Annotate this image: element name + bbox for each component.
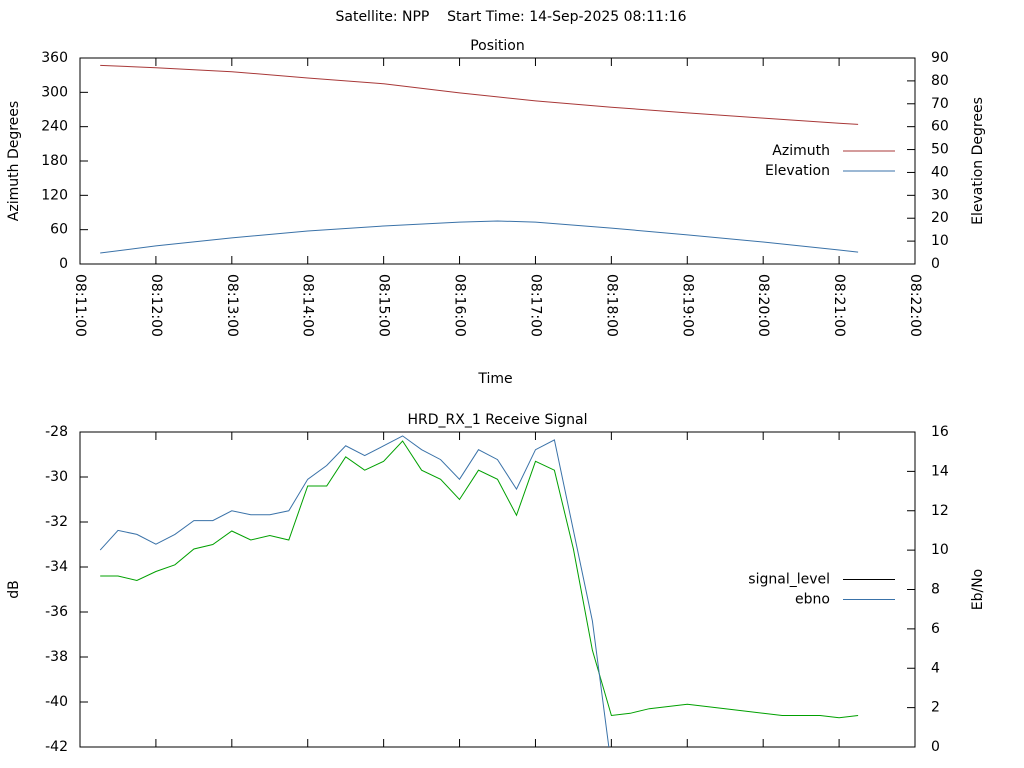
y2-tick-label: 8 — [931, 582, 940, 598]
y2-tick-label: 90 — [931, 50, 949, 66]
chart-title: Position — [470, 38, 525, 54]
x-axis-label: Time — [477, 371, 512, 387]
y2-tick-label: 70 — [931, 96, 949, 112]
series-line — [100, 64, 859, 125]
y2-axis-label: Elevation Degrees — [970, 97, 986, 225]
y-tick-label: -28 — [45, 424, 68, 440]
x-tick-label: 08:17:00 — [527, 274, 543, 337]
y2-tick-label: 30 — [931, 187, 949, 203]
y2-tick-label: 16 — [931, 424, 949, 440]
x-tick-label: 08:13:00 — [224, 274, 240, 337]
y-tick-label: 300 — [41, 84, 68, 100]
y-tick-label: 360 — [41, 50, 68, 66]
chart-title: HRD_RX_1 Receive Signal — [408, 412, 588, 428]
y2-tick-label: 0 — [931, 256, 940, 272]
x-tick-label: 08:15:00 — [376, 274, 392, 337]
y2-tick-label: 40 — [931, 164, 949, 180]
x-tick-label: 08:11:00 — [72, 274, 88, 337]
y2-tick-label: 50 — [931, 142, 949, 158]
y-tick-label: 240 — [41, 119, 68, 135]
series-line — [100, 220, 859, 254]
y2-axis-label: Eb/No — [970, 569, 986, 611]
y2-tick-label: 20 — [931, 210, 949, 226]
legend-label: Azimuth — [772, 143, 830, 159]
y-axis-label: dB — [6, 580, 22, 599]
x-tick-label: 08:18:00 — [603, 274, 619, 337]
y-tick-label: -34 — [45, 559, 68, 575]
y-tick-label: -42 — [45, 739, 68, 755]
x-tick-label: 08:19:00 — [679, 274, 695, 337]
y-tick-label: 60 — [50, 222, 68, 238]
x-tick-label: 08:14:00 — [300, 274, 316, 337]
x-tick-label: 08:21:00 — [831, 274, 847, 337]
y2-tick-label: 4 — [931, 660, 940, 676]
y-tick-label: -30 — [45, 469, 68, 485]
y-axis-label: Azimuth Degrees — [6, 101, 22, 221]
y-tick-label: 120 — [41, 187, 68, 203]
y-tick-label: -38 — [45, 649, 68, 665]
series-line — [100, 440, 859, 719]
plot-area — [100, 64, 859, 254]
y-tick-label: 0 — [59, 256, 68, 272]
x-tick-label: 08:20:00 — [755, 274, 771, 337]
plot-frame — [79, 57, 916, 265]
legend-label: signal_level — [748, 572, 830, 588]
x-tick-label: 08:12:00 — [148, 274, 164, 337]
y2-tick-label: 12 — [931, 503, 949, 519]
figure-title: Satellite: NPP Start Time: 14-Sep-2025 0… — [335, 9, 686, 25]
x-tick-label: 08:22:00 — [907, 274, 923, 337]
y2-tick-label: 80 — [931, 73, 949, 89]
legend-label: Elevation — [765, 163, 830, 179]
y2-tick-label: 14 — [931, 463, 949, 479]
plot-area — [99, 435, 859, 747]
y2-tick-label: 2 — [931, 700, 940, 716]
y-tick-label: -32 — [45, 514, 68, 530]
y-tick-label: -36 — [45, 604, 68, 620]
x-tick-label: 08:16:00 — [452, 274, 468, 337]
y-tick-label: -40 — [45, 694, 68, 710]
y2-tick-label: 10 — [931, 233, 949, 249]
legend-label: ebno — [795, 592, 830, 608]
series-line — [99, 435, 610, 747]
y2-tick-label: 6 — [931, 621, 940, 637]
y2-tick-label: 10 — [931, 542, 949, 558]
y2-tick-label: 0 — [931, 739, 940, 755]
y2-tick-label: 60 — [931, 119, 949, 135]
y-tick-label: 180 — [41, 153, 68, 169]
